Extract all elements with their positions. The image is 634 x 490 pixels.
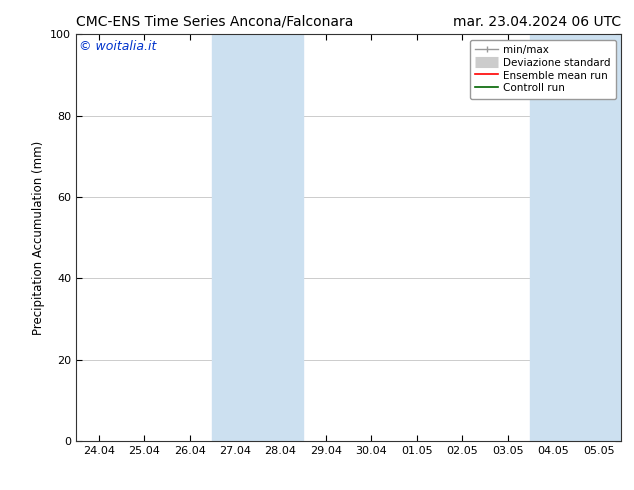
Bar (212, 34, 303, 441)
Bar (531, 34, 621, 441)
Text: © woitalia.it: © woitalia.it (79, 40, 156, 53)
Y-axis label: Precipitation Accumulation (mm): Precipitation Accumulation (mm) (32, 141, 44, 335)
Legend: min/max, Deviazione standard, Ensemble mean run, Controll run: min/max, Deviazione standard, Ensemble m… (470, 40, 616, 98)
Text: CMC-ENS Time Series Ancona/Falconara: CMC-ENS Time Series Ancona/Falconara (76, 15, 354, 29)
Text: mar. 23.04.2024 06 UTC: mar. 23.04.2024 06 UTC (453, 15, 621, 29)
